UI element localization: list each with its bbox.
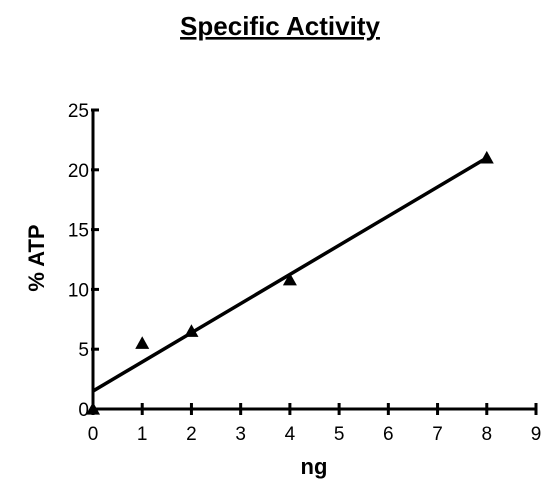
x-tick-label-7: 7 xyxy=(432,424,443,445)
y-tick-label-5: 25 xyxy=(68,101,89,122)
x-tick-label-9: 9 xyxy=(531,424,542,445)
y-ticks: 0 5 10 15 20 25 xyxy=(68,101,99,421)
x-tick-label-3: 3 xyxy=(235,424,246,445)
points-layer xyxy=(86,150,494,415)
y-tick-label-1: 5 xyxy=(78,340,89,361)
x-tick-label-0: 0 xyxy=(88,424,99,445)
x-axis-label: ng xyxy=(301,454,328,479)
data-point-3 xyxy=(282,272,297,286)
data-point-0 xyxy=(86,402,100,415)
y-tick-label-2: 10 xyxy=(68,280,89,301)
axes xyxy=(91,110,536,411)
chart-title: Specific Activity xyxy=(180,11,380,41)
x-tick-label-2: 2 xyxy=(186,424,197,445)
y-tick-label-0: 0 xyxy=(78,400,89,421)
y-tick-label-3: 15 xyxy=(68,221,89,242)
y-tick-label-4: 20 xyxy=(68,161,89,182)
data-point-1 xyxy=(135,336,150,349)
x-tick-label-4: 4 xyxy=(285,424,296,445)
x-ticks: 0 1 2 3 4 5 6 7 8 9 xyxy=(88,403,542,445)
x-tick-label-1: 1 xyxy=(137,424,148,445)
x-tick-label-5: 5 xyxy=(334,424,345,445)
x-tick-label-6: 6 xyxy=(383,424,394,445)
data-point-2 xyxy=(184,324,199,337)
data-point-4 xyxy=(479,150,494,164)
x-tick-label-8: 8 xyxy=(481,424,492,445)
y-axis-label: % ATP xyxy=(24,224,49,291)
